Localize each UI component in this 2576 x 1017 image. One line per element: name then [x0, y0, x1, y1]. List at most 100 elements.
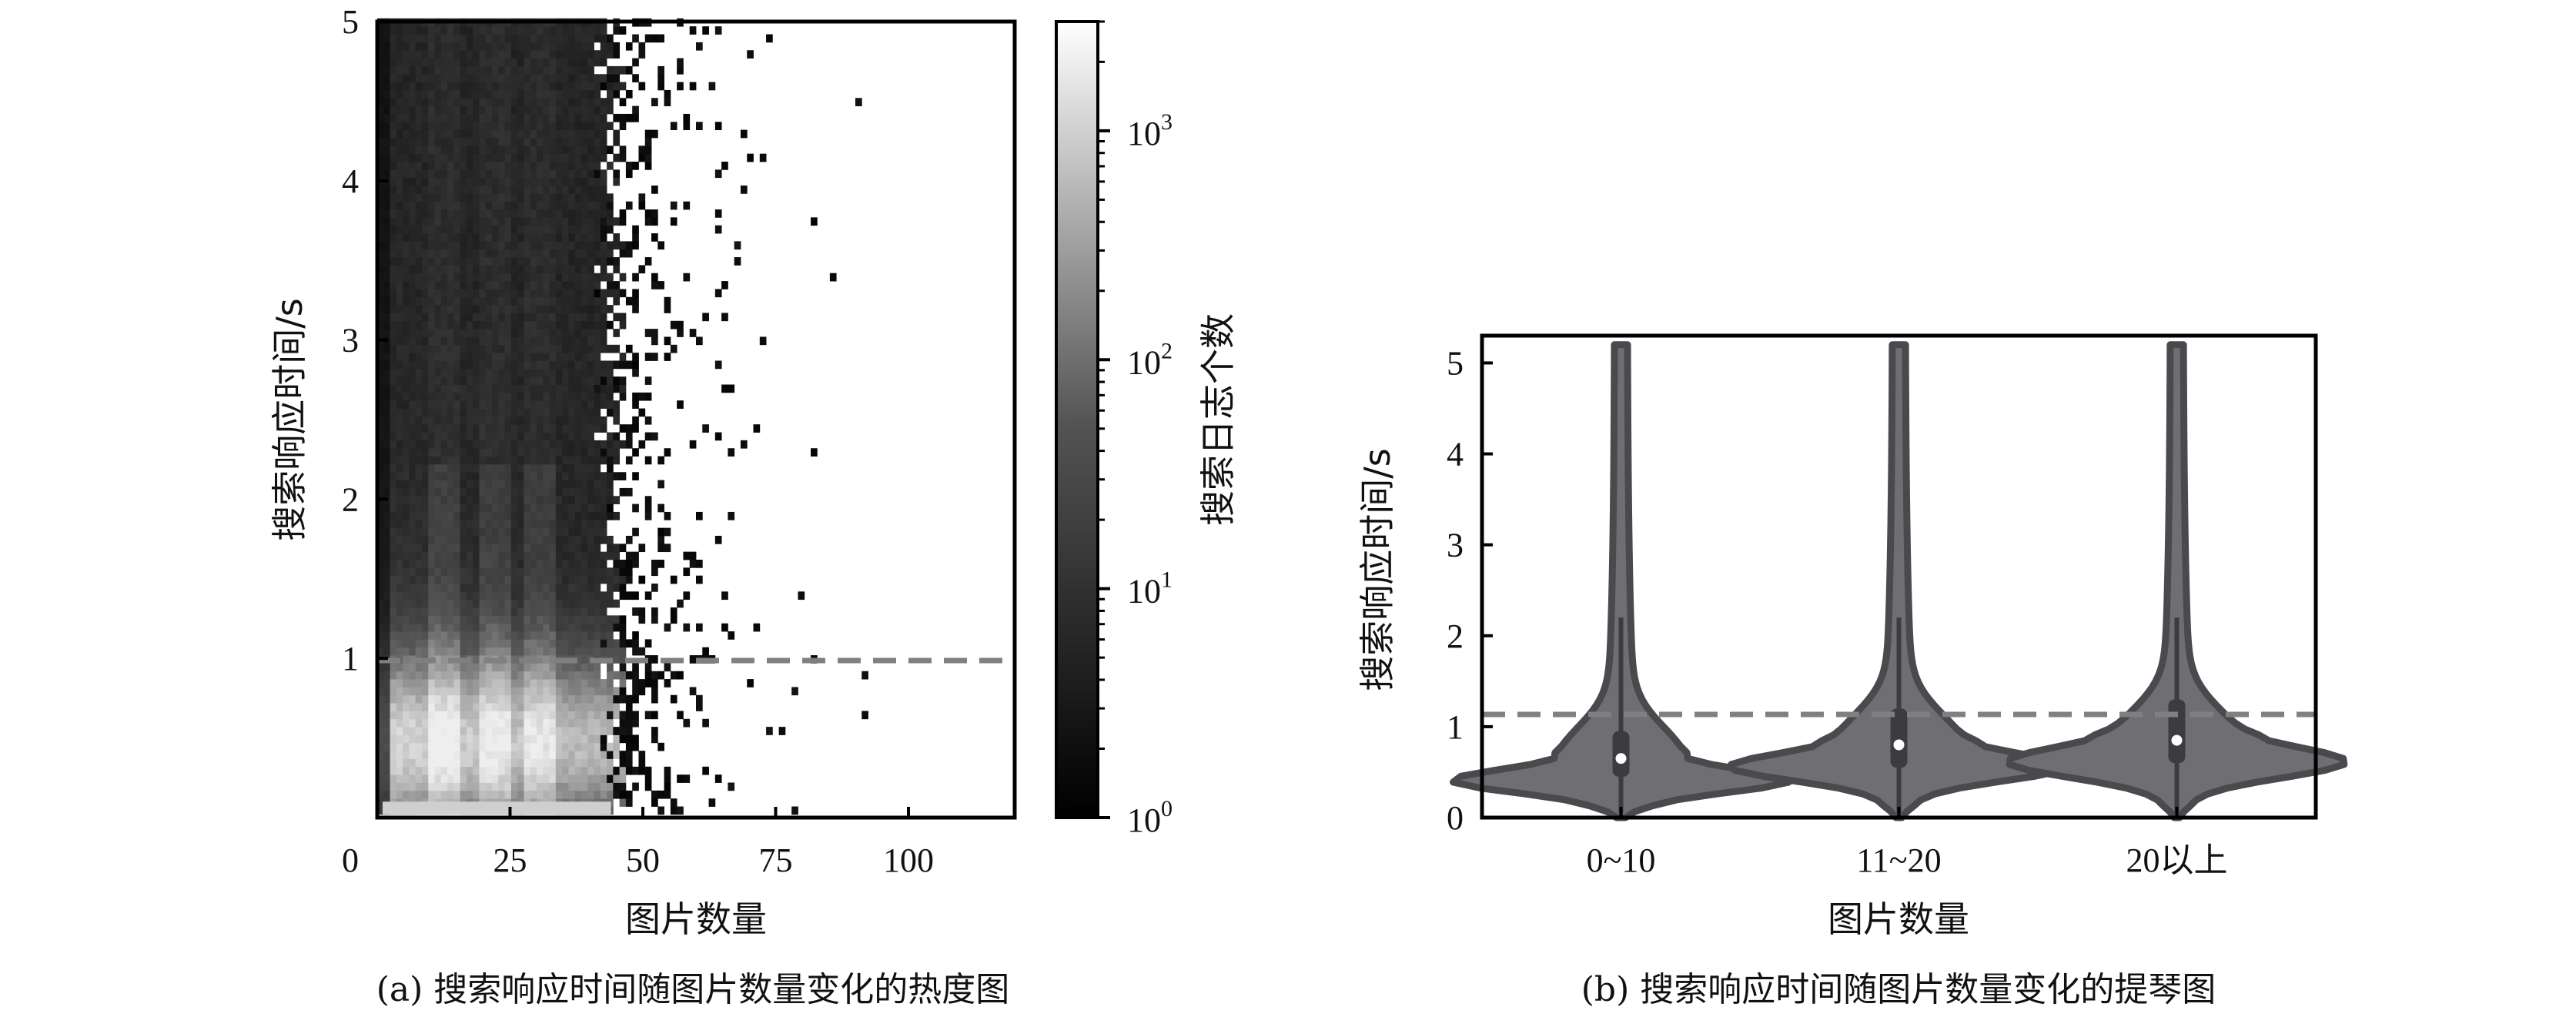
heatmap-cell — [517, 368, 524, 377]
heatmap-cell — [434, 639, 442, 648]
heatmap-cell — [580, 82, 588, 91]
heatmap-cell — [657, 74, 664, 82]
heatmap-cell — [421, 734, 429, 744]
heatmap-cell — [543, 129, 550, 139]
heatmap-cell — [543, 703, 550, 711]
heatmap-cell — [396, 575, 403, 584]
heatmap-cell — [696, 575, 703, 584]
heatmap-cell — [537, 89, 544, 99]
heatmap-cell — [421, 782, 429, 791]
heatmap-cell — [492, 98, 499, 107]
heatmap-cell — [574, 584, 582, 592]
heatmap-cell — [415, 289, 423, 298]
heatmap-cell — [600, 392, 607, 401]
heatmap-cell — [517, 122, 524, 131]
heatmap-cell — [543, 615, 550, 624]
heatmap-cell — [651, 353, 658, 361]
heatmap-cell — [632, 559, 639, 568]
heatmap-cell — [619, 694, 627, 704]
heatmap-cell — [428, 281, 435, 289]
heatmap-cell — [530, 193, 537, 202]
heatmap-cell — [485, 790, 493, 799]
heatmap-cell — [644, 782, 652, 791]
heatmap-cell — [689, 82, 697, 91]
heatmap-cell — [644, 257, 652, 266]
heatmap-cell — [492, 599, 499, 608]
heatmap-cell — [453, 472, 461, 480]
heatmap-cell — [619, 631, 627, 640]
heatmap-cell — [600, 273, 607, 282]
heatmap-cell — [524, 313, 531, 322]
heatmap-cell — [447, 217, 454, 226]
heatmap-cell — [708, 82, 716, 91]
heatmap-cell — [607, 105, 614, 115]
heatmap-cell — [390, 122, 397, 131]
heatmap-cell — [377, 42, 384, 51]
heatmap-cell — [613, 233, 621, 242]
heatmap-cell — [689, 329, 697, 337]
heatmap-cell — [466, 344, 473, 353]
heatmap-cell — [580, 663, 588, 672]
heatmap-cell — [543, 551, 550, 560]
heatmap-cell — [600, 105, 607, 115]
heatmap-cell — [498, 34, 505, 43]
heatmap-cell — [537, 480, 544, 489]
heatmap-cell — [460, 329, 467, 337]
heatmap-cell — [580, 193, 588, 202]
heatmap-cell — [473, 344, 480, 353]
heatmap-cell — [568, 177, 576, 186]
heatmap-cell — [562, 463, 569, 473]
heatmap-cell — [562, 225, 569, 234]
heatmap-cell — [492, 727, 499, 735]
heatmap-cell — [543, 527, 550, 537]
heatmap-cell — [549, 631, 557, 640]
heatmap-cell — [498, 98, 505, 107]
heatmap-cell — [530, 122, 537, 131]
heatmap-cell — [549, 257, 557, 266]
heatmap-cell — [390, 360, 397, 370]
heatmap-cell — [644, 353, 652, 361]
heatmap-cell — [580, 535, 588, 544]
heatmap-cell — [594, 703, 601, 711]
heatmap-cell — [421, 671, 429, 680]
violin-x-axis-label: 图片数量 — [1828, 898, 1969, 940]
heatmap-cell — [619, 209, 627, 218]
heatmap-cell — [460, 424, 467, 433]
heatmap-cell — [409, 432, 417, 441]
heatmap-cell — [421, 82, 429, 91]
heatmap-cell — [594, 607, 601, 616]
heatmap-cell — [421, 161, 429, 170]
heatmap-cell — [485, 353, 493, 361]
heatmap-cell — [504, 305, 512, 313]
heatmap-cell — [543, 225, 550, 234]
heatmap-cell — [580, 289, 588, 298]
heatmap-cell — [555, 567, 563, 577]
heatmap-cell — [587, 520, 594, 529]
heatmap-cell — [537, 34, 544, 43]
heatmap-cell — [473, 82, 480, 91]
heatmap-cell — [466, 34, 473, 43]
heatmap-cell — [580, 392, 588, 401]
heatmap-cell — [524, 607, 531, 616]
heatmap-cell — [683, 623, 691, 632]
heatmap-cell — [396, 376, 403, 385]
heatmap-cell — [421, 456, 429, 465]
heatmap-cell — [485, 26, 493, 35]
heatmap-cell — [498, 607, 505, 616]
heatmap-cell — [549, 113, 557, 122]
heatmap-cell — [396, 711, 403, 720]
heatmap-cell — [677, 711, 684, 720]
heatmap-cell — [434, 249, 442, 258]
heatmap-cell — [580, 257, 588, 266]
heatmap-cell — [460, 58, 467, 67]
heatmap-cell — [485, 368, 493, 377]
heatmap-cell — [530, 209, 537, 218]
heatmap-cell — [600, 249, 607, 258]
heatmap-cell — [492, 687, 499, 696]
heatmap-cell — [390, 480, 397, 489]
heatmap-cell — [580, 527, 588, 537]
heatmap-cell — [613, 734, 621, 744]
heatmap-cell — [479, 623, 487, 632]
heatmap-cell — [403, 376, 410, 385]
heatmap-cell — [440, 137, 448, 146]
